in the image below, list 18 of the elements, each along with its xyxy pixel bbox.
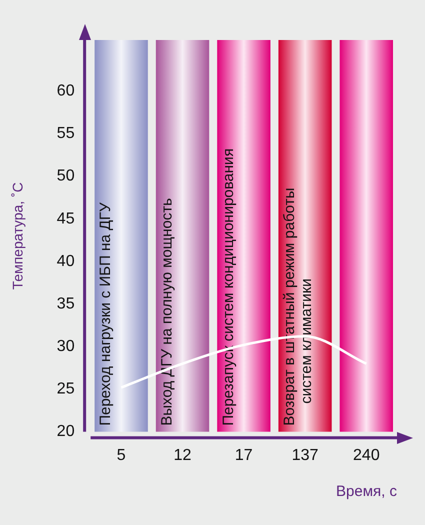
y-tick-label: 60 bbox=[56, 82, 75, 100]
y-tick-label: 40 bbox=[56, 252, 75, 270]
x-tick-label: 17 bbox=[234, 446, 253, 464]
x-tick-label: 137 bbox=[292, 446, 319, 464]
y-tick-label: 55 bbox=[56, 125, 75, 142]
x-axis-title: Время, с bbox=[336, 483, 398, 500]
y-tick-label: 30 bbox=[56, 338, 75, 356]
x-tick-label: 240 bbox=[353, 446, 380, 464]
x-tick-label: 5 bbox=[116, 446, 126, 464]
y-tick-label: 50 bbox=[56, 168, 75, 185]
y-tick-label: 45 bbox=[56, 210, 75, 228]
y-tick-label: 25 bbox=[56, 380, 75, 398]
band-label: Перезапуск систем кондиционирования bbox=[220, 148, 237, 426]
y-tick-label: 35 bbox=[56, 295, 75, 312]
x-tick-label: 12 bbox=[174, 446, 192, 464]
band-label: Переход нагрузки с ИБП на ДГУ bbox=[97, 202, 114, 426]
y-tick-label: 20 bbox=[56, 423, 75, 440]
y-axis-title: Температура, ˚C bbox=[9, 182, 26, 290]
